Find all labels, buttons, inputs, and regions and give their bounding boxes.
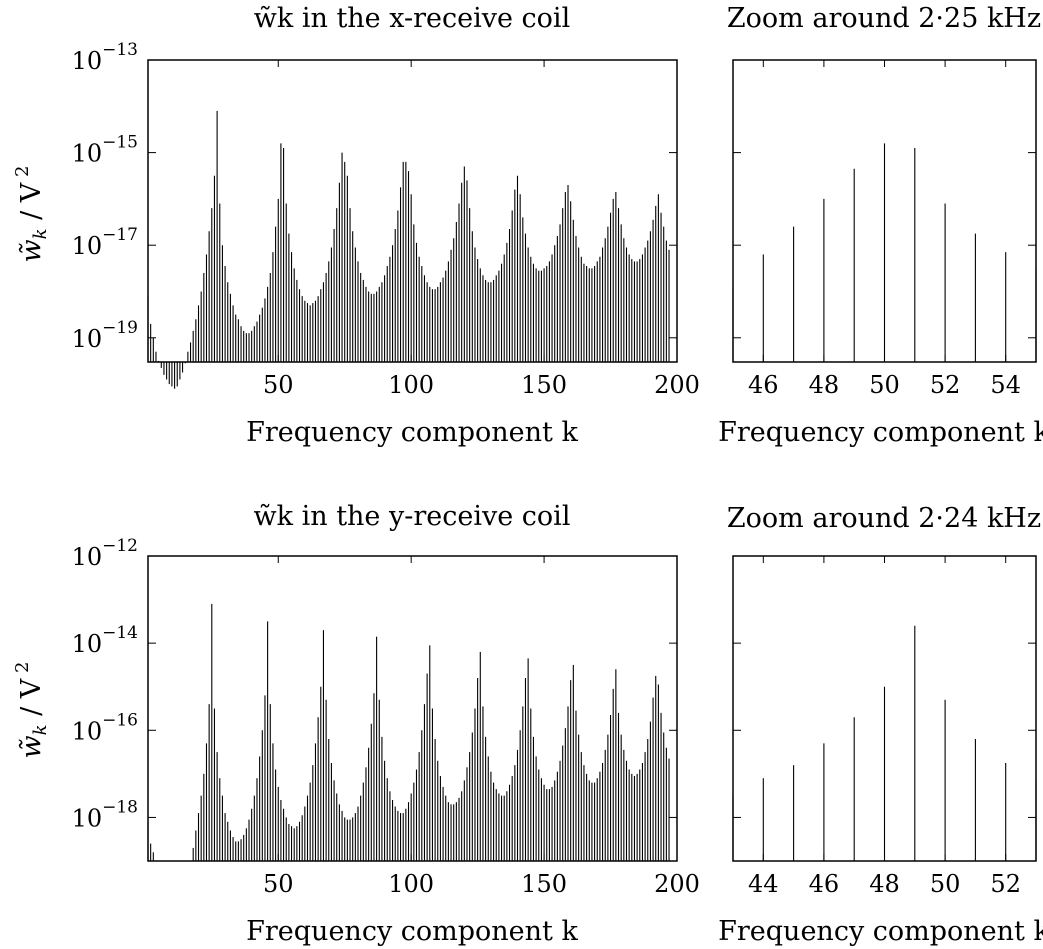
- x-coil-yticks: 10−13 10−15 10−17 10−19: [72, 40, 677, 353]
- x-coil-ylabel: w̃k / V 2: [12, 166, 51, 263]
- x-coil-ytick-label: 10−13: [72, 40, 138, 75]
- x-coil-xtick-label: 50: [263, 371, 294, 399]
- x-coil-zoom-xtick-label: 48: [809, 371, 840, 399]
- x-coil-zoom-bars: [732, 143, 1037, 362]
- y-coil-zoom-xtick-label: 46: [809, 870, 840, 898]
- x-coil-xlabel: Frequency component k: [246, 417, 578, 448]
- x-coil-xtick-label: 200: [654, 371, 700, 399]
- svg-text:w̃k / V 2: w̃k / V 2: [12, 662, 51, 759]
- x-coil-zoom-yticks: [733, 59, 1036, 339]
- y-coil-ytick-label: 10−18: [72, 797, 138, 832]
- y-coil-zoom-yticks: [733, 555, 1036, 818]
- y-coil-zoom-bars: [732, 625, 1037, 861]
- y-coil-xticks: 50 100 150 200: [263, 556, 700, 898]
- y-coil-ytick-label: 10−16: [72, 710, 138, 745]
- y-coil-panel: w̃k in the y-receive coil w̃k / V 2 10−1…: [12, 501, 700, 947]
- y-coil-yticks: 10−12 10−14 10−16 10−18: [72, 536, 677, 832]
- y-coil-zoom-panel: Zoom around 2·24 kHz 44 46 48 50 52 Frequenc…: [718, 503, 1043, 947]
- y-coil-xlabel: Frequency component k: [246, 916, 578, 947]
- x-coil-zoom-xlabel: Frequency component k: [718, 417, 1043, 448]
- y-coil-ytick-label: 10−14: [72, 623, 138, 658]
- x-coil-title: w̃k in the x-receive coil: [254, 3, 570, 34]
- y-coil-bars: [147, 603, 670, 861]
- x-coil-bars: [147, 110, 670, 389]
- x-coil-xticks: 50 100 150 200: [263, 60, 700, 399]
- x-coil-zoom-xtick-label: 46: [748, 371, 779, 399]
- y-coil-plot-frame: [147, 555, 678, 862]
- y-coil-ytick-label: 10−12: [72, 536, 138, 571]
- x-coil-zoom-xtick-label: 54: [990, 371, 1021, 399]
- y-coil-zoom-xtick-label: 50: [930, 870, 961, 898]
- y-coil-xtick-label: 200: [654, 870, 700, 898]
- x-coil-zoom-xtick-label: 50: [869, 371, 900, 399]
- y-coil-xtick-label: 50: [263, 870, 294, 898]
- x-coil-panel: w̃k in the x-receive coil w̃k / V 2 10−1…: [12, 3, 700, 448]
- y-coil-zoom-title: Zoom around 2·24 kHz: [727, 503, 1041, 534]
- y-coil-zoom-xtick-label: 52: [990, 870, 1021, 898]
- y-coil-zoom-xtick-label: 48: [869, 870, 900, 898]
- y-coil-title: w̃k in the y-receive coil: [254, 501, 571, 532]
- x-coil-xtick-label: 150: [521, 371, 567, 399]
- y-coil-zoom-xlabel: Frequency component k: [718, 916, 1043, 947]
- x-coil-xtick-label: 100: [388, 371, 434, 399]
- x-coil-ytick-label: 10−19: [72, 318, 138, 353]
- x-coil-zoom-panel: Zoom around 2·25 kHz 46 48 50 52 54 Frequenc…: [718, 3, 1043, 448]
- x-coil-ytick-label: 10−15: [72, 133, 138, 168]
- y-coil-ylabel: w̃k / V 2: [12, 662, 51, 759]
- y-coil-xtick-label: 150: [521, 870, 567, 898]
- x-coil-zoom-xtick-label: 52: [930, 371, 961, 399]
- x-coil-ytick-label: 10−17: [72, 225, 138, 260]
- x-coil-zoom-title: Zoom around 2·25 kHz: [727, 3, 1041, 34]
- y-coil-zoom-xticks: 44 46 48 50 52: [748, 556, 1021, 898]
- y-coil-zoom-xtick-label: 44: [748, 870, 779, 898]
- svg-text:w̃k / V 2: w̃k / V 2: [12, 166, 51, 263]
- x-coil-zoom-xticks: 46 48 50 52 54: [748, 60, 1021, 399]
- x-coil-plot-frame: [147, 59, 678, 363]
- y-coil-xtick-label: 100: [388, 870, 434, 898]
